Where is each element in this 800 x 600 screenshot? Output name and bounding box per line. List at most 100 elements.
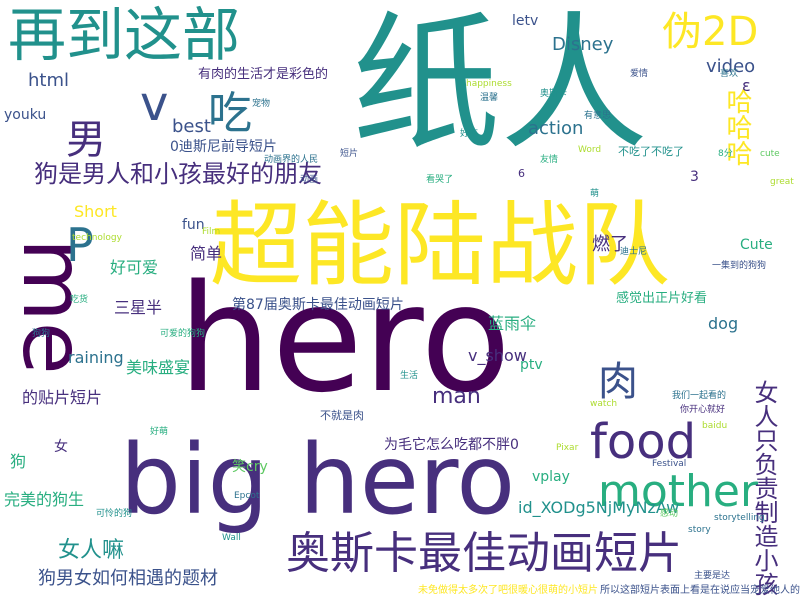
cloud-word: 可怜的狗: [96, 509, 133, 519]
cloud-word: html: [28, 70, 70, 91]
cloud-word: happiness: [466, 79, 512, 89]
cloud-word: id_XODg5NjMyNzAw: [518, 498, 680, 517]
cloud-word: 狗: [10, 452, 27, 471]
cloud-word: 喜欢: [720, 69, 739, 79]
cloud-word: storytelling: [714, 513, 765, 523]
cloud-word: 萌: [590, 189, 600, 199]
cloud-word: 再到这部: [8, 1, 241, 69]
cloud-word: 不吃了不吃了: [618, 145, 684, 158]
cloud-word: Word: [578, 145, 602, 155]
cloud-word: 看哭了: [426, 175, 454, 185]
cloud-word: 肉: [598, 359, 638, 405]
cloud-word: 有意思: [584, 111, 612, 121]
cloud-word: 狗狗: [32, 329, 51, 339]
cloud-word: watch: [590, 399, 618, 409]
cloud-word: 狗是男人和小孩最好的朋友: [34, 160, 322, 188]
cloud-word: Wall: [222, 533, 241, 543]
cloud-word: 伪2D: [662, 9, 759, 55]
cloud-word: hero: [178, 253, 511, 425]
cloud-word: 美味盛宴: [126, 358, 191, 377]
cloud-word: 3: [690, 169, 699, 185]
cloud-word: 我们一起看的: [672, 391, 727, 401]
cloud-word: 温馨: [480, 93, 499, 103]
cloud-word: 超能陆战队: [210, 192, 671, 299]
cloud-word: 男: [66, 117, 106, 163]
cloud-word: cute: [760, 149, 780, 159]
cloud-word: v_show: [468, 346, 527, 365]
cloud-word: 女: [54, 439, 68, 455]
cloud-word: 友情: [540, 155, 559, 165]
cloud-word: 你开心就好: [680, 405, 726, 415]
cloud-word: 纸人: [352, 0, 648, 170]
cloud-word: 奥斯卡最佳动画短片: [286, 528, 682, 579]
cloud-word: 女人嘛: [58, 538, 125, 563]
cloud-word: vplay: [532, 469, 570, 485]
cloud-word: 蓝雨伞: [488, 314, 537, 333]
cloud-word: letv: [512, 13, 539, 29]
cloud-word: Cute: [740, 237, 773, 253]
cloud-word: Epcot: [234, 491, 260, 501]
cloud-word: great: [770, 177, 794, 187]
cloud-word: Disney: [552, 34, 614, 55]
cloud-word: 奥斯卡: [540, 89, 568, 99]
cloud-word: 可爱的狗狗: [160, 329, 206, 339]
cloud-word: 女人只负责制造小孩: [750, 380, 778, 596]
cloud-word: 哈哈哈: [722, 88, 752, 166]
cloud-word: 好萌: [150, 427, 169, 437]
cloud-word: ε: [742, 76, 751, 95]
cloud-word: 狗男女如何相遇的题材: [38, 568, 218, 589]
cloud-word: 宠物: [252, 99, 271, 109]
cloud-word: food: [590, 414, 697, 470]
cloud-word: 短片: [340, 149, 359, 159]
cloud-word: Film: [202, 227, 221, 237]
cloud-word: big hero: [120, 424, 516, 536]
cloud-word: fun: [182, 217, 205, 233]
cloud-word: 简单: [190, 244, 223, 263]
cloud-word: 爱情: [630, 69, 649, 79]
cloud-word: mother: [598, 466, 759, 517]
cloud-word: 笑cry: [232, 459, 268, 475]
cloud-word: 吃: [208, 88, 252, 139]
cloud-word: P: [66, 218, 94, 272]
cloud-word: me: [3, 238, 103, 375]
cloud-word: 迪士尼: [620, 247, 648, 257]
cloud-word: 生活: [400, 371, 419, 381]
cloud-word: baidu: [702, 421, 728, 431]
cloud-word: 0迪斯尼前导短片: [170, 139, 277, 155]
cloud-word: Festival: [652, 459, 687, 469]
cloud-word: 6: [518, 167, 525, 180]
cloud-word: 一集到的狗狗: [712, 261, 767, 271]
cloud-word: 不就是肉: [320, 409, 364, 422]
cloud-word: Pixar: [556, 443, 579, 453]
cloud-word: 主要是达: [694, 571, 731, 581]
cloud-word: 所以这部短片表面上看是在说应当宠爱他人的生活方式: [600, 585, 800, 596]
cloud-word: 未免做得太多次了吧很暖心很萌的小短片: [418, 585, 598, 596]
cloud-word: v: [140, 76, 169, 132]
cloud-word: 动画: [300, 175, 319, 185]
cloud-word: 有肉的生活才是彩色的: [198, 67, 329, 82]
cloud-word: 动画界的人民: [264, 155, 319, 165]
cloud-word: 好吃: [460, 129, 479, 139]
cloud-word: 好可爱: [110, 258, 159, 277]
cloud-word: 燃了: [592, 234, 628, 255]
cloud-word: 完美的狗生: [4, 490, 85, 509]
cloud-word: 第87届奥斯卡最佳动画短片: [232, 297, 404, 313]
cloud-word: 感觉出正片好看: [616, 291, 708, 306]
cloud-word: action: [528, 118, 584, 139]
cloud-word: 的贴片短片: [22, 388, 103, 407]
cloud-word: 三星半: [114, 298, 163, 317]
cloud-word: technology: [72, 233, 122, 243]
cloud-word: 吃货: [70, 295, 89, 305]
cloud-word: raining: [68, 348, 124, 367]
cloud-word: story: [688, 525, 711, 535]
cloud-word: 为毛它怎么吃都不胖0: [384, 437, 519, 453]
cloud-word: youku: [4, 107, 47, 123]
cloud-word: ptv: [520, 357, 543, 373]
cloud-word: 感动: [660, 509, 679, 519]
cloud-word: Short: [74, 202, 117, 221]
cloud-word: 8分: [718, 149, 733, 159]
cloud-word: dog: [708, 314, 739, 333]
cloud-word: best: [172, 116, 211, 137]
cloud-word: video: [706, 56, 756, 77]
